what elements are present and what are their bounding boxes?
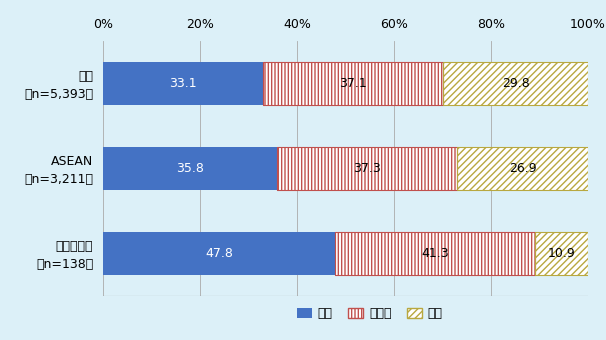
Text: 33.1: 33.1: [170, 77, 197, 90]
Text: ミャンマー: ミャンマー: [56, 240, 93, 253]
Bar: [276, 147, 458, 190]
Text: 35.8: 35.8: [176, 162, 204, 175]
Bar: [264, 62, 444, 105]
Text: 総数: 総数: [78, 70, 93, 83]
Bar: [276, 147, 458, 190]
Bar: [335, 232, 535, 275]
Text: 37.3: 37.3: [353, 162, 381, 175]
Bar: [264, 62, 444, 105]
Text: 37.1: 37.1: [339, 77, 367, 90]
Bar: [335, 232, 535, 275]
Bar: [458, 147, 588, 190]
Bar: [535, 232, 588, 275]
Text: 29.8: 29.8: [502, 77, 530, 90]
Bar: [444, 62, 588, 105]
Text: 26.9: 26.9: [509, 162, 536, 175]
Text: （n=3,211）: （n=3,211）: [24, 173, 93, 186]
Text: （n=5,393）: （n=5,393）: [24, 88, 93, 101]
Bar: [444, 62, 588, 105]
Text: ASEAN: ASEAN: [51, 155, 93, 168]
Bar: [103, 147, 276, 190]
Legend: 改善, 横ばい, 悪化: 改善, 横ばい, 悪化: [291, 302, 448, 325]
Bar: [535, 232, 588, 275]
Bar: [103, 232, 335, 275]
Text: （n=138）: （n=138）: [36, 258, 93, 271]
Text: 47.8: 47.8: [205, 247, 233, 260]
Text: 10.9: 10.9: [548, 247, 575, 260]
Bar: [103, 62, 264, 105]
Text: 41.3: 41.3: [421, 247, 448, 260]
Bar: [458, 147, 588, 190]
